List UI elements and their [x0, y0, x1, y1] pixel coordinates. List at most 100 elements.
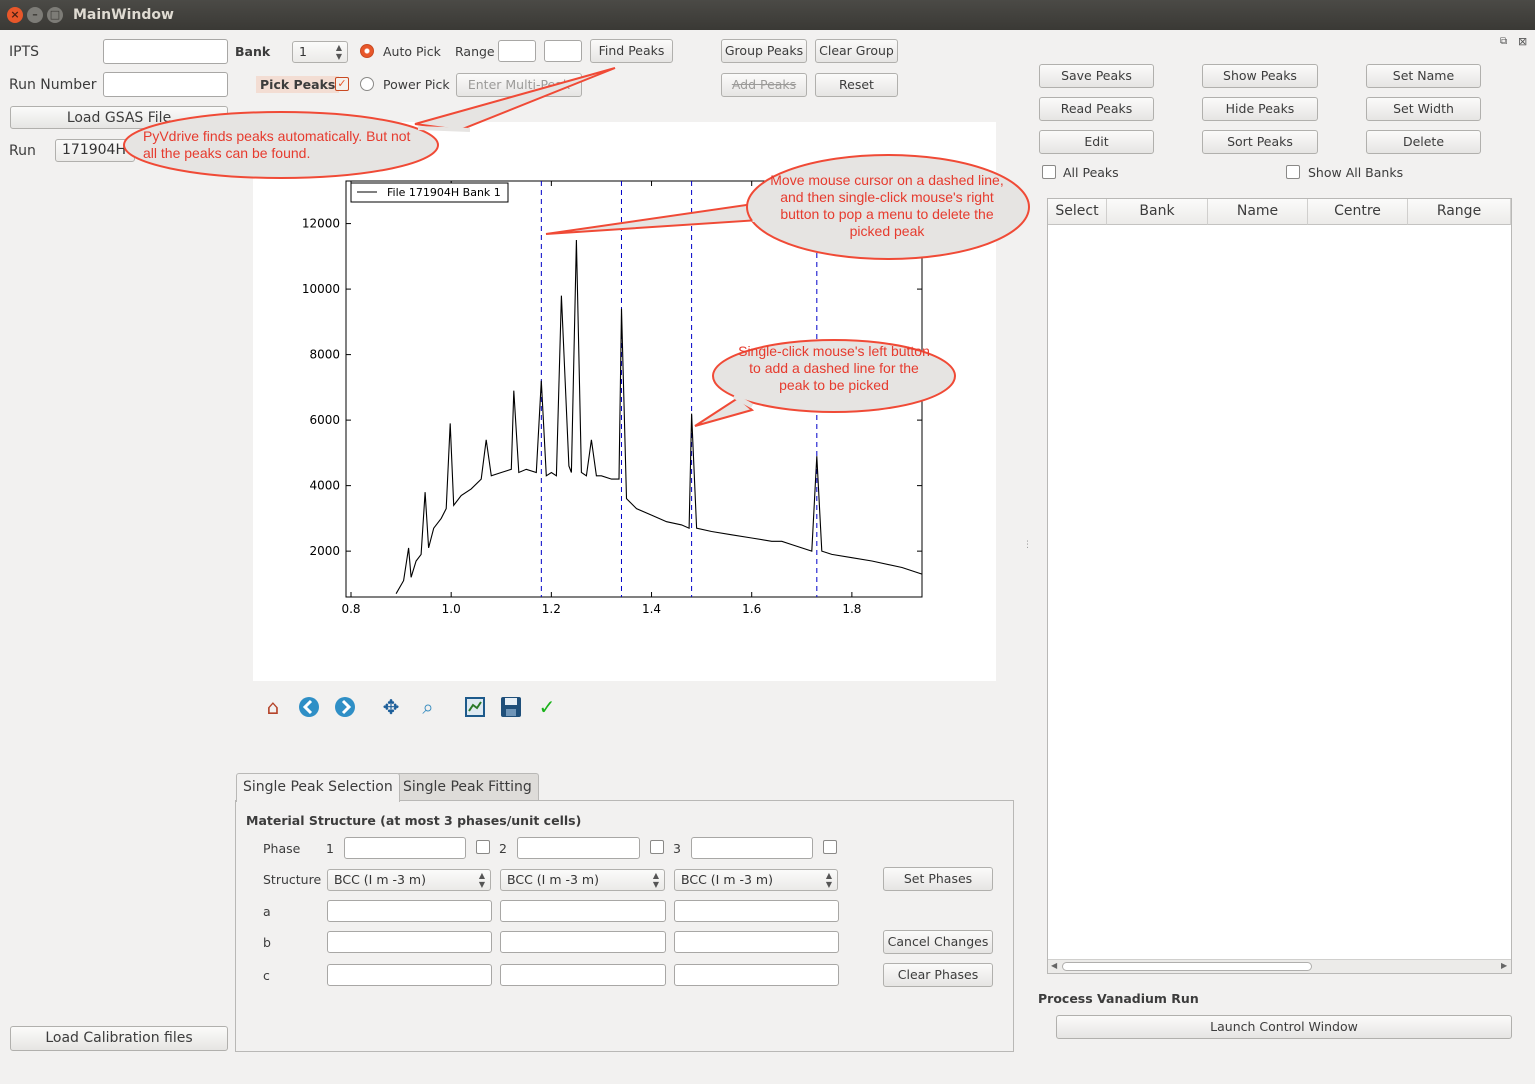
ipts-label: IPTS — [9, 44, 40, 60]
column-header-select[interactable]: Select — [1048, 199, 1107, 225]
b-1-input[interactable] — [327, 931, 492, 953]
run-number-input[interactable] — [103, 72, 228, 97]
y-tick-label: 8000 — [309, 348, 340, 362]
cancel-changes-button[interactable]: Cancel Changes — [883, 930, 993, 954]
load-calibration-button[interactable]: Load Calibration files — [10, 1026, 228, 1051]
structure-2-select[interactable]: BCC (I m -3 m) ▲ ▼ — [500, 869, 665, 891]
zoom-icon[interactable]: ⌕ — [422, 695, 434, 719]
run-label: Run — [9, 143, 36, 159]
forward-icon[interactable] — [332, 694, 358, 720]
launch-control-window-button[interactable]: Launch Control Window — [1056, 1015, 1512, 1039]
pan-icon[interactable]: ✥ — [382, 695, 400, 719]
bank-spinbox[interactable]: 1 ▲ ▼ — [292, 41, 348, 63]
close-icon[interactable]: × — [7, 7, 23, 23]
range-min-input[interactable] — [498, 40, 536, 62]
title-bar — [0, 0, 1535, 30]
bubble-1-joint — [417, 126, 471, 132]
select-arrows-icon: ▲ ▼ — [478, 871, 485, 889]
material-structure-title: Material Structure (at most 3 phases/uni… — [246, 813, 582, 828]
auto-pick-radio[interactable] — [360, 44, 374, 58]
clear-group-button[interactable]: Clear Group — [815, 39, 898, 63]
reset-button[interactable]: Reset — [815, 73, 898, 97]
edit-button[interactable]: Edit — [1039, 130, 1154, 154]
c-3-input[interactable] — [674, 964, 839, 986]
a-3-input[interactable] — [674, 900, 839, 922]
y-tick-label: 4000 — [309, 479, 340, 493]
all-peaks-checkbox[interactable] — [1042, 165, 1056, 179]
configure-subplots-icon[interactable] — [462, 694, 488, 720]
phase-1-checkbox[interactable] — [476, 840, 490, 854]
range-max-input[interactable] — [544, 40, 582, 62]
sort-peaks-button[interactable]: Sort Peaks — [1202, 130, 1318, 154]
checkmark-icon[interactable]: ✓ — [538, 695, 556, 719]
show-all-banks-checkbox[interactable] — [1286, 165, 1300, 179]
column-header-name[interactable]: Name — [1208, 199, 1308, 225]
scroll-left-icon[interactable]: ◀ — [1051, 961, 1058, 970]
column-header-centre[interactable]: Centre — [1308, 199, 1408, 225]
find-peaks-annotation: PyVdrive finds peaks automatically. But … — [143, 128, 411, 161]
select-arrows-icon: ▲ ▼ — [825, 871, 832, 889]
b-2-input[interactable] — [500, 931, 666, 953]
x-tick-label: 1.6 — [742, 602, 761, 616]
save-figure-icon[interactable] — [498, 694, 524, 720]
run-combo[interactable]: 171904H — [55, 139, 135, 162]
set-width-button[interactable]: Set Width — [1366, 97, 1481, 121]
group-peaks-button[interactable]: Group Peaks — [721, 39, 807, 63]
home-icon[interactable]: ⌂ — [266, 695, 280, 719]
phase-2-checkbox[interactable] — [650, 840, 664, 854]
spin-arrows-icon[interactable]: ▲ ▼ — [335, 43, 342, 61]
data-series-line — [395, 239, 923, 594]
peak-plot[interactable]: 0.8 1.0 1.2 1.4 1.6 1.8 2000 4000 6000 8000 10000 1… — [253, 122, 996, 681]
phase-1-input[interactable] — [344, 837, 466, 859]
x-tick-label: 1.8 — [842, 602, 861, 616]
splitter-handle[interactable]: ⋮ — [1023, 540, 1032, 550]
find-peaks-button[interactable]: Find Peaks — [590, 39, 673, 63]
phase-2-input[interactable] — [517, 837, 640, 859]
close-panel-icon[interactable]: ⊠ — [1518, 35, 1528, 48]
phase-3-input[interactable] — [691, 837, 813, 859]
set-name-button[interactable]: Set Name — [1366, 64, 1481, 88]
a-1-input[interactable] — [327, 900, 492, 922]
bubble-3 — [712, 339, 956, 413]
all-peaks-label: All Peaks — [1063, 165, 1119, 180]
scrollbar-thumb[interactable] — [1062, 962, 1312, 971]
add-peaks-button[interactable]: Add Peaks — [721, 73, 807, 97]
b-3-input[interactable] — [674, 931, 839, 953]
clear-phases-button[interactable]: Clear Phases — [883, 963, 993, 987]
phase-number-3: 3 — [673, 841, 681, 856]
column-header-bank[interactable]: Bank — [1107, 199, 1208, 225]
structure-2-value: BCC (I m -3 m) — [507, 872, 599, 887]
float-panel-icon[interactable]: ⧉ — [1500, 36, 1508, 47]
legend-label: File 171904H Bank 1 — [387, 186, 501, 199]
a-2-input[interactable] — [500, 900, 666, 922]
back-icon[interactable] — [296, 694, 322, 720]
maximize-icon[interactable]: □ — [47, 7, 63, 23]
horizontal-scrollbar[interactable]: ◀ ▶ — [1048, 959, 1511, 973]
structure-3-select[interactable]: BCC (I m -3 m) ▲ ▼ — [674, 869, 838, 891]
c-1-input[interactable] — [327, 964, 492, 986]
set-phases-button[interactable]: Set Phases — [883, 867, 993, 891]
pick-peaks-label: Pick Peaks — [256, 76, 340, 93]
pick-peaks-checkbox[interactable]: ✓ — [335, 77, 349, 91]
save-peaks-button[interactable]: Save Peaks — [1039, 64, 1154, 88]
structure-1-select[interactable]: BCC (I m -3 m) ▲ ▼ — [327, 869, 491, 891]
b-label: b — [263, 935, 271, 950]
tab-single-peak-selection[interactable]: Single Peak Selection — [236, 773, 400, 802]
delete-button[interactable]: Delete — [1366, 130, 1481, 154]
power-pick-radio[interactable] — [360, 77, 374, 91]
ipts-input[interactable] — [103, 39, 228, 64]
read-peaks-button[interactable]: Read Peaks — [1039, 97, 1154, 121]
phase-number-1: 1 — [326, 841, 334, 856]
peak-table[interactable]: Select Bank Name Centre Range ◀ ▶ — [1047, 198, 1512, 974]
show-peaks-button[interactable]: Show Peaks — [1202, 64, 1318, 88]
c-2-input[interactable] — [500, 964, 666, 986]
column-header-range[interactable]: Range — [1408, 199, 1511, 225]
bubble-1 — [123, 111, 439, 179]
hide-peaks-button[interactable]: Hide Peaks — [1202, 97, 1318, 121]
phase-3-checkbox[interactable] — [823, 840, 837, 854]
scroll-right-icon[interactable]: ▶ — [1501, 961, 1508, 970]
structure-3-value: BCC (I m -3 m) — [681, 872, 773, 887]
minimize-icon[interactable]: – — [27, 7, 43, 23]
tab-single-peak-fitting[interactable]: Single Peak Fitting — [396, 773, 539, 801]
